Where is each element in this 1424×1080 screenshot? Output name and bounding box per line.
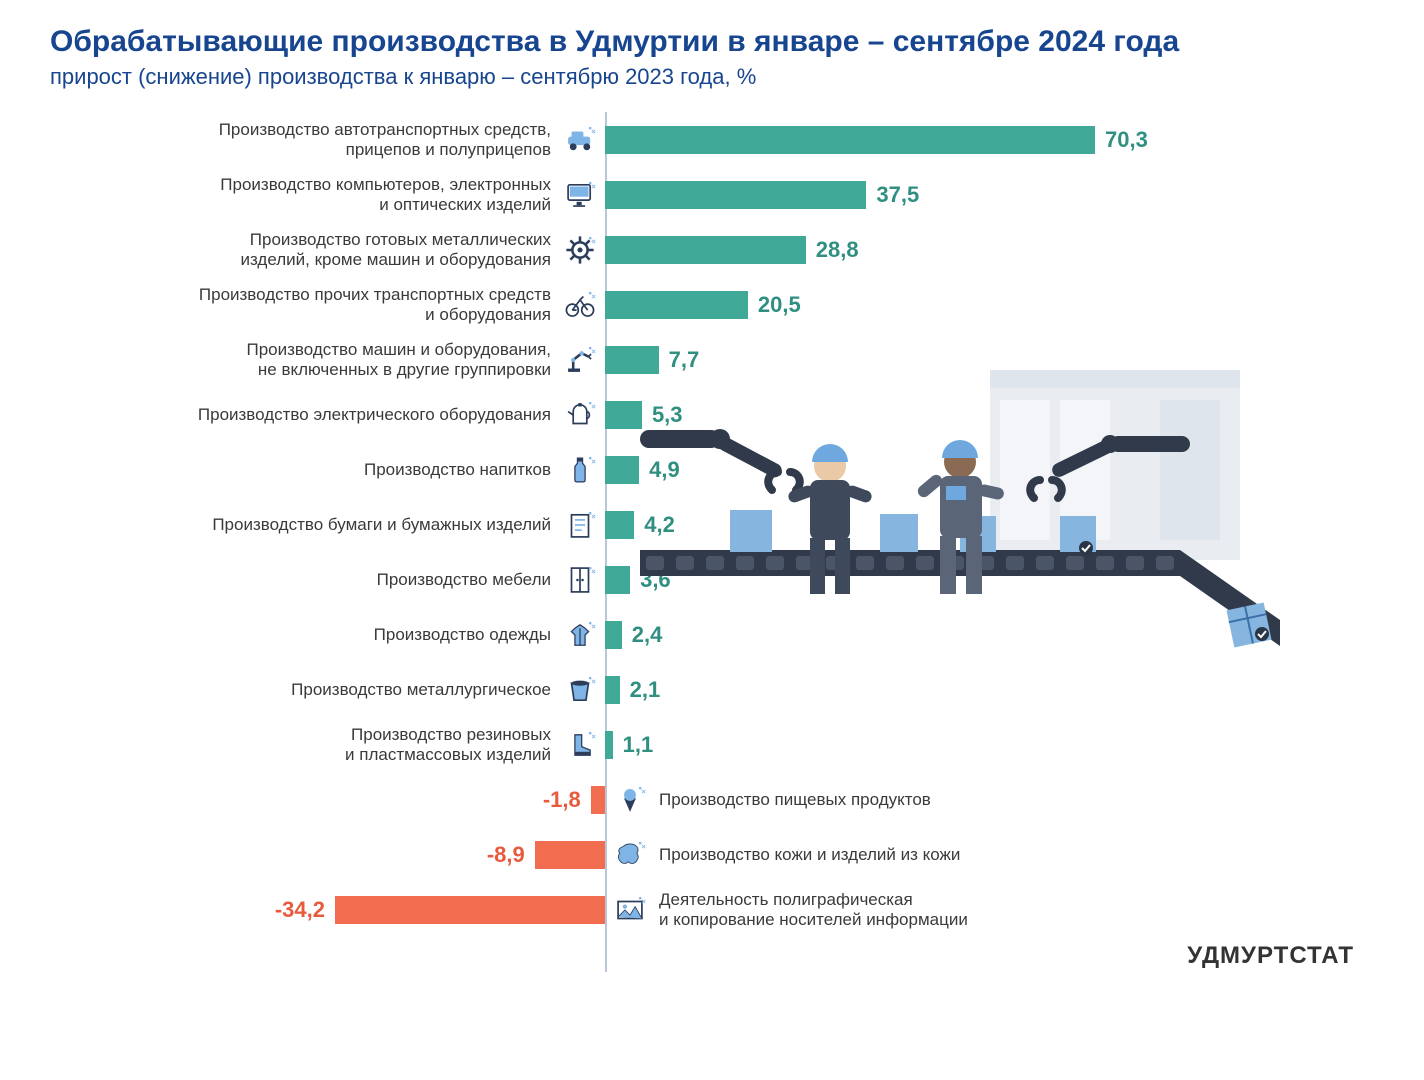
bar-row: -8,9 Производство кожи и изделий из кожи bbox=[50, 827, 1374, 882]
bar-negative bbox=[591, 786, 605, 814]
boot-icon bbox=[561, 726, 599, 764]
bar-label: Производство готовых металлическихиздели… bbox=[50, 230, 561, 269]
bar-label: Производство резиновыхи пластмассовых из… bbox=[50, 725, 561, 764]
bar-value: -1,8 bbox=[543, 787, 581, 813]
bar-value: 1,1 bbox=[623, 732, 654, 758]
bar-row: Производство компьютеров, электронныхи о… bbox=[50, 167, 1374, 222]
ice-cream-icon bbox=[611, 781, 649, 819]
coat-icon bbox=[561, 616, 599, 654]
bar-value: 28,8 bbox=[816, 237, 859, 263]
bar-row: -1,8 Производство пищевых продуктов bbox=[50, 772, 1374, 827]
bar-label: Производство металлургическое bbox=[50, 680, 561, 700]
bar-negative bbox=[335, 896, 605, 924]
hide-icon bbox=[611, 836, 649, 874]
gear-icon bbox=[561, 231, 599, 269]
bar-value: -34,2 bbox=[275, 897, 325, 923]
page-subtitle: прирост (снижение) производства к январю… bbox=[50, 64, 1374, 90]
bar-value: 37,5 bbox=[876, 182, 919, 208]
bar-positive bbox=[605, 566, 630, 594]
bar-value: 2,1 bbox=[630, 677, 661, 703]
wardrobe-icon bbox=[561, 561, 599, 599]
bar-positive bbox=[605, 621, 622, 649]
bar-label: Производство бумаги и бумажных изделий bbox=[50, 515, 561, 535]
source-label: УДМУРТСТАТ bbox=[1187, 942, 1354, 970]
bar-label: Производство прочих транспортных средств… bbox=[50, 285, 561, 324]
bar-positive bbox=[605, 456, 639, 484]
bar-positive bbox=[605, 731, 613, 759]
bar-positive bbox=[605, 511, 634, 539]
bar-positive bbox=[605, 401, 642, 429]
paper-icon bbox=[561, 506, 599, 544]
bar-value: 70,3 bbox=[1105, 127, 1148, 153]
bar-positive bbox=[605, 181, 866, 209]
bar-label: Производство пищевых продуктов bbox=[649, 790, 931, 810]
bucket-icon bbox=[561, 671, 599, 709]
bar-value: -8,9 bbox=[487, 842, 525, 868]
bar-row: Производство прочих транспортных средств… bbox=[50, 277, 1374, 332]
robot-arm-icon bbox=[561, 341, 599, 379]
kettle-icon bbox=[561, 396, 599, 434]
bar-value: 20,5 bbox=[758, 292, 801, 318]
bar-row: Производство резиновыхи пластмассовых из… bbox=[50, 717, 1374, 772]
bar-positive bbox=[605, 126, 1095, 154]
bar-row: Производство металлургическое 2,1 bbox=[50, 662, 1374, 717]
bar-positive bbox=[605, 291, 748, 319]
bar-value: 7,7 bbox=[669, 347, 700, 373]
bar-label: Производство кожи и изделий из кожи bbox=[649, 845, 960, 865]
monitor-icon bbox=[561, 176, 599, 214]
bar-label: Производство напитков bbox=[50, 460, 561, 480]
bar-positive bbox=[605, 676, 620, 704]
bar-label: Деятельность полиграфическаяи копировани… bbox=[649, 890, 968, 929]
bar-positive bbox=[605, 236, 806, 264]
bottle-icon bbox=[561, 451, 599, 489]
bar-label: Производство мебели bbox=[50, 570, 561, 590]
bar-row: -34,2 Деятельность полиграфическаяи копир… bbox=[50, 882, 1374, 937]
factory-illustration bbox=[640, 370, 1280, 670]
page-title: Обрабатывающие производства в Удмуртии в… bbox=[50, 24, 1374, 60]
bar-label: Производство электрического оборудования bbox=[50, 405, 561, 425]
bar-label: Производство автотранспортных средств,пр… bbox=[50, 120, 561, 159]
car-icon bbox=[561, 121, 599, 159]
bar-label: Производство компьютеров, электронныхи о… bbox=[50, 175, 561, 214]
bar-row: Производство автотранспортных средств,пр… bbox=[50, 112, 1374, 167]
bar-label: Производство одежды bbox=[50, 625, 561, 645]
bar-row: Производство готовых металлическихиздели… bbox=[50, 222, 1374, 277]
photo-icon bbox=[611, 891, 649, 929]
bicycle-icon bbox=[561, 286, 599, 324]
bar-negative bbox=[535, 841, 605, 869]
bar-label: Производство машин и оборудования,не вкл… bbox=[50, 340, 561, 379]
